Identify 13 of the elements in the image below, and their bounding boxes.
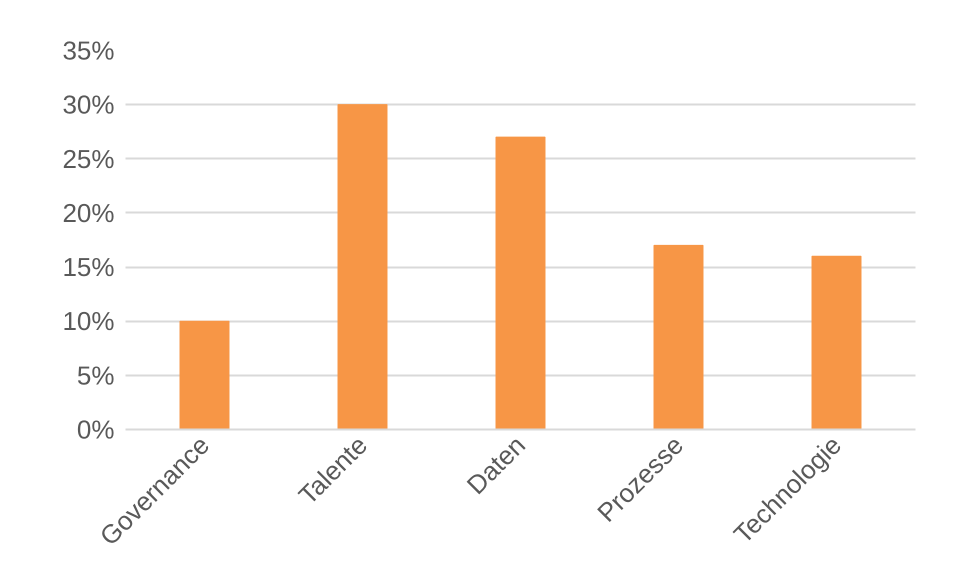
bar <box>180 320 230 430</box>
bar <box>496 136 546 430</box>
y-tick-label: 25% <box>62 144 115 174</box>
bar <box>812 256 862 430</box>
y-tick-label: 0% <box>76 414 114 444</box>
bar <box>654 244 704 430</box>
y-tick-label: 15% <box>62 252 115 282</box>
y-tick-label: 20% <box>62 198 115 228</box>
y-tick-label: 10% <box>62 306 115 336</box>
y-tick-label: 35% <box>62 36 115 66</box>
bar <box>338 104 388 430</box>
y-tick-label: 30% <box>62 90 115 120</box>
y-tick-label: 5% <box>76 360 114 390</box>
